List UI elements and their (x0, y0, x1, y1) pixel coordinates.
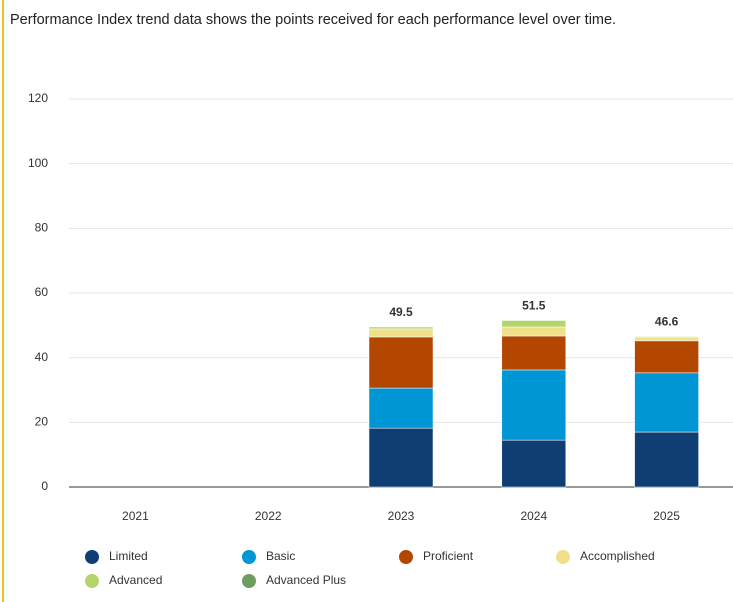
legend-label: Advanced Plus (266, 573, 346, 587)
legend-marker (242, 574, 256, 588)
x-tick-label: 2021 (122, 509, 149, 523)
bar-segment (368, 328, 434, 338)
total-label: 51.5 (522, 299, 546, 313)
y-tick-label: 40 (35, 350, 49, 364)
bar-segment (501, 369, 567, 441)
bar-segment (634, 372, 699, 433)
bar-segment (368, 427, 434, 488)
bar-segment (368, 336, 434, 389)
legend-label: Accomplished (580, 549, 655, 563)
chart-title: Performance Index trend data shows the p… (10, 12, 617, 28)
y-tick-label: 100 (28, 156, 48, 170)
legend-marker (399, 550, 413, 564)
legend-marker (85, 574, 99, 588)
legend-label: Proficient (423, 549, 474, 563)
x-tick-label: 2024 (520, 509, 547, 523)
bar-segment (368, 387, 434, 429)
bar-segment (501, 439, 567, 488)
bar-segment (634, 340, 699, 374)
x-tick-label: 2023 (388, 509, 415, 523)
legend-label: Advanced (109, 573, 162, 587)
y-tick-label: 60 (35, 285, 49, 299)
bar-segment (501, 335, 567, 371)
legend-marker (85, 550, 99, 564)
bar-segment (501, 326, 567, 337)
legend-label: Basic (266, 549, 295, 563)
y-tick-label: 80 (35, 221, 49, 235)
bar-segment (501, 320, 567, 328)
x-tick-label: 2022 (255, 509, 282, 523)
legend-label: Limited (109, 549, 148, 563)
y-tick-label: 0 (41, 479, 48, 493)
y-tick-label: 20 (35, 415, 49, 429)
bar-segment (634, 336, 699, 338)
y-tick-label: 120 (28, 91, 48, 105)
bar-segment (634, 336, 699, 342)
total-label: 46.6 (655, 314, 679, 328)
bar-segment (368, 326, 434, 330)
x-tick-label: 2025 (653, 509, 680, 523)
legend-marker (556, 550, 570, 564)
accent-bar (2, 0, 4, 602)
total-label: 49.5 (389, 305, 413, 319)
legend-marker (242, 550, 256, 564)
bar-segment (634, 431, 699, 488)
